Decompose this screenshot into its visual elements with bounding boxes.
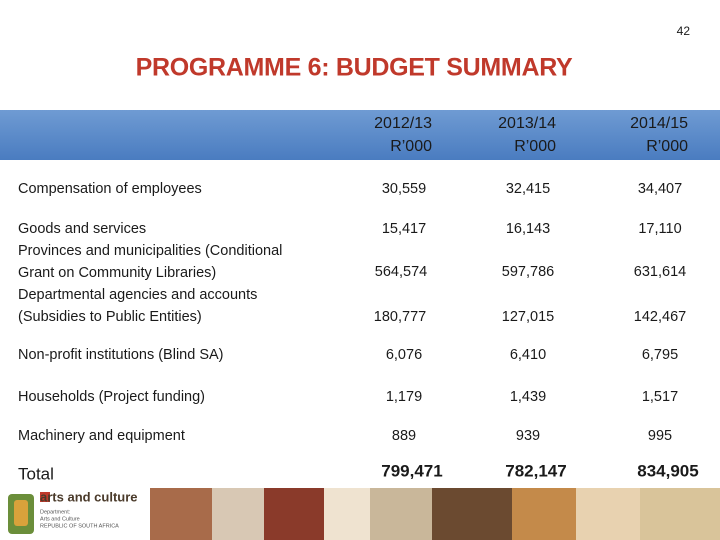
cell-value: 180,777 <box>374 309 426 325</box>
cell-value: 127,015 <box>502 309 554 325</box>
photo <box>640 488 720 540</box>
cell-value: 799,471 <box>381 461 442 480</box>
cell-value: 1,439 <box>510 389 546 405</box>
department-text: Department: <box>40 509 71 515</box>
cell-value: 30,559 <box>382 181 426 197</box>
cell-value: 889 <box>392 428 416 444</box>
cell-value: 32,415 <box>506 181 550 197</box>
row-label: Total <box>18 464 54 483</box>
cell-value: 6,076 <box>386 347 422 363</box>
table-header-band <box>0 110 720 160</box>
logo-text: arts and culture <box>40 489 138 504</box>
photo <box>576 488 640 540</box>
cell-value: 995 <box>648 428 672 444</box>
photo <box>324 488 370 540</box>
column-header: 2012/13 <box>374 115 432 132</box>
cell-value: 1,179 <box>386 389 422 405</box>
department-text: REPUBLIC OF SOUTH AFRICA <box>40 523 119 529</box>
cell-value: 834,905 <box>637 461 698 480</box>
row-label: Departmental agencies and accounts <box>18 287 257 303</box>
cell-value: 142,467 <box>634 309 686 325</box>
row-label: Non-profit institutions (Blind SA) <box>18 347 224 363</box>
row-label: Grant on Community Libraries) <box>18 265 216 281</box>
row-label: Machinery and equipment <box>18 428 185 444</box>
coat-of-arms-inner <box>14 500 28 526</box>
cell-value: 6,795 <box>642 347 678 363</box>
cell-value: 15,417 <box>382 221 426 237</box>
column-header: R’000 <box>646 138 688 155</box>
row-label: Provinces and municipalities (Conditiona… <box>18 243 282 259</box>
cell-value: 16,143 <box>506 221 550 237</box>
row-label: Households (Project funding) <box>18 389 205 405</box>
row-label: (Subsidies to Public Entities) <box>18 309 202 325</box>
row-label: Compensation of employees <box>18 181 202 197</box>
column-header: 2014/15 <box>630 115 688 132</box>
slide-title: PROGRAMME 6: BUDGET SUMMARY <box>136 54 573 82</box>
footer-collage: arts and culture Department: Arts and Cu… <box>0 488 720 540</box>
logo-mark <box>40 492 50 502</box>
cell-value: 631,614 <box>634 264 686 280</box>
photo <box>432 488 512 540</box>
cell-value: 597,786 <box>502 264 554 280</box>
column-header: R’000 <box>514 138 556 155</box>
column-header: 2013/14 <box>498 115 556 132</box>
cell-value: 17,110 <box>638 221 681 237</box>
photo <box>370 488 432 540</box>
cell-value: 34,407 <box>638 181 682 197</box>
cell-value: 1,517 <box>642 389 678 405</box>
cell-value: 939 <box>516 428 540 444</box>
photo <box>512 488 576 540</box>
photo <box>212 488 264 540</box>
cell-value: 782,147 <box>505 461 566 480</box>
page-number: 42 <box>677 24 691 38</box>
photo <box>264 488 324 540</box>
column-header: R’000 <box>390 138 432 155</box>
cell-value: 564,574 <box>375 264 427 280</box>
row-label: Goods and services <box>18 221 146 237</box>
photo <box>150 488 212 540</box>
cell-value: 6,410 <box>510 347 546 363</box>
department-text: Arts and Culture <box>40 516 80 522</box>
